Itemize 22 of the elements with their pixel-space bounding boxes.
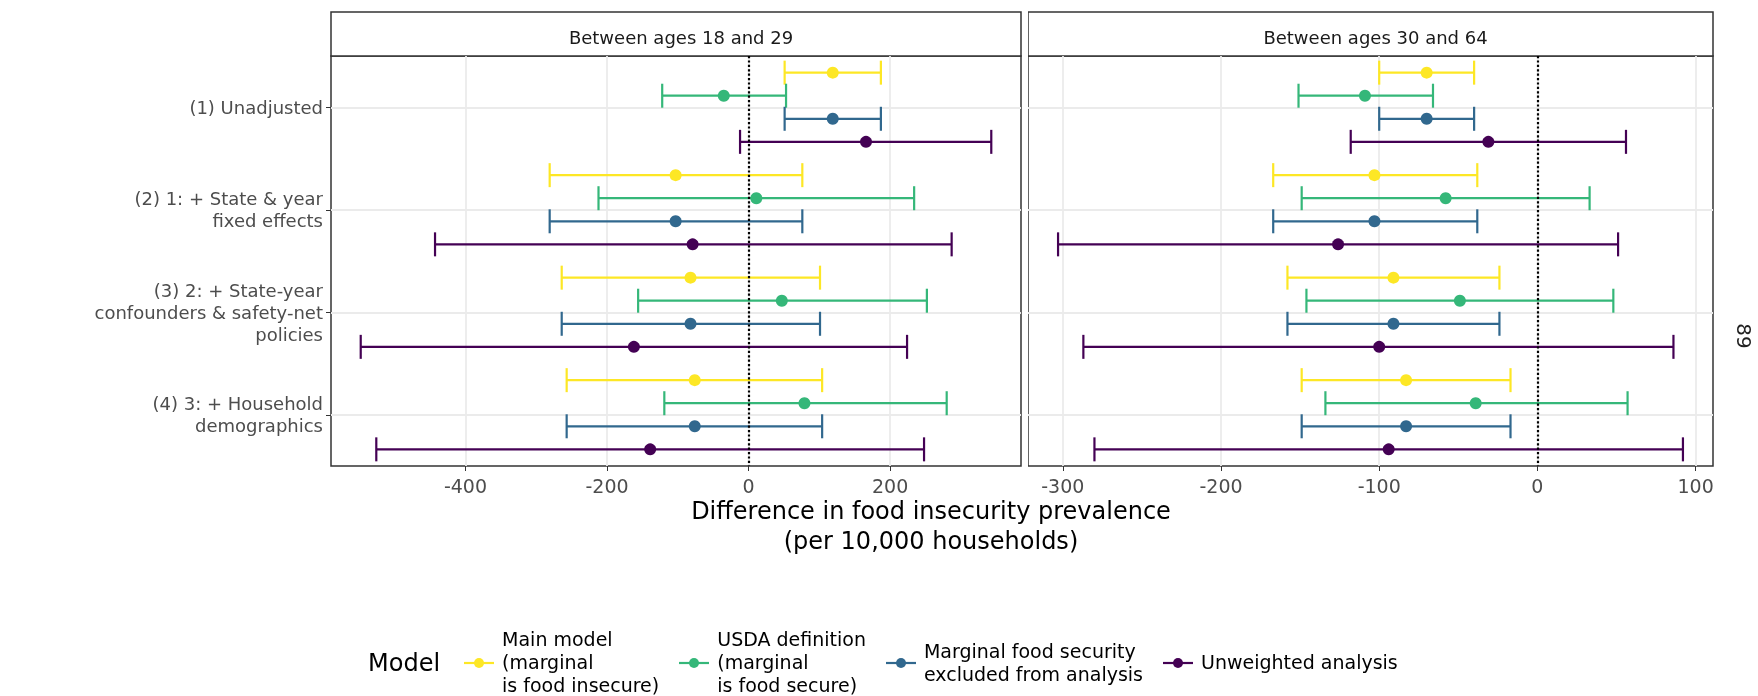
legend-label: Marginal food security excluded from analysis — [923, 639, 1144, 686]
chart-title: Between ages 18 and 29 — [568, 26, 794, 48]
legend-label: USDA definition (marginal is food secure) — [717, 628, 866, 696]
x-tick-label: -100 — [1357, 474, 1401, 497]
legend-label: Main model (marginal is food insecure) — [502, 628, 660, 696]
x-tick-label: -300 — [1041, 474, 1085, 497]
x-tick-label: 100 — [1677, 474, 1714, 497]
legend-label: Unweighted analysis — [1201, 651, 1398, 674]
x-tick-label: -200 — [585, 474, 629, 497]
y-tick-label: (3) 2: + State-year confounders & safety-net policies — [94, 279, 324, 345]
x-tick-label: -200 — [1199, 474, 1243, 497]
y-tick-label: (4) 3: + Household demographics — [152, 393, 323, 437]
text: 89 — [1732, 323, 1756, 349]
x-tick-label: 200 — [871, 474, 909, 497]
y-tick-label: (2) 1: + State & year fixed effects — [134, 188, 324, 232]
chart-title: Between ages 30 and 64 — [1263, 26, 1488, 48]
x-tick-label: 0 — [742, 474, 755, 497]
x-tick-label: 0 — [1531, 474, 1544, 497]
legend-title: Model — [368, 648, 441, 677]
x-axis-title: Difference in food insecurity prevalence (per 10,000 households) — [690, 496, 1172, 556]
y-tick-label: (1) Unadjusted — [189, 96, 323, 118]
x-tick-label: -400 — [443, 474, 488, 497]
